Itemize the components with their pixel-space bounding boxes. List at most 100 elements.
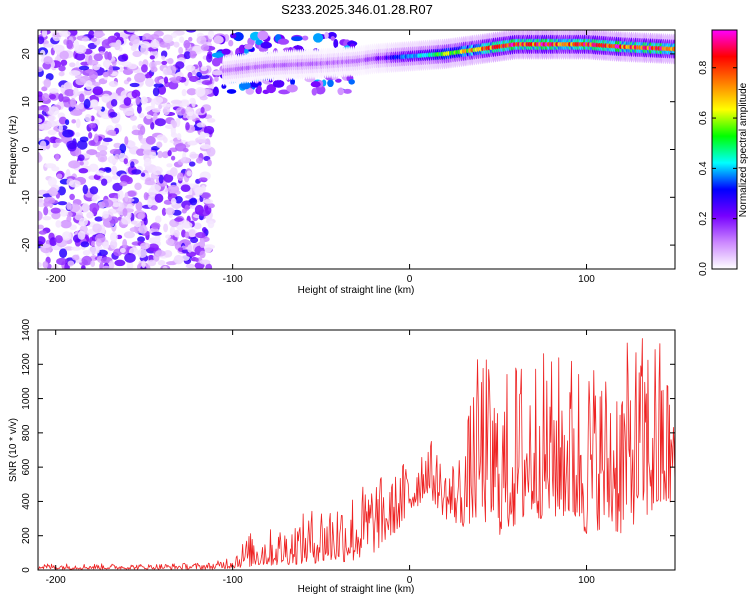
noise-blob bbox=[97, 154, 108, 163]
noise-blob bbox=[117, 54, 128, 62]
noise-blob bbox=[88, 30, 95, 40]
noise-blob bbox=[195, 231, 206, 239]
noise-blob bbox=[153, 112, 158, 119]
noise-blob bbox=[162, 265, 168, 269]
noise-blob bbox=[72, 254, 80, 261]
onset-blob bbox=[315, 85, 326, 95]
noise-blob bbox=[193, 222, 202, 230]
noise-blob bbox=[187, 244, 193, 253]
noise-blob bbox=[69, 62, 76, 68]
noise-blob bbox=[81, 202, 90, 213]
noise-blob bbox=[187, 140, 198, 146]
noise-blob bbox=[57, 201, 68, 206]
onset-blob bbox=[228, 39, 234, 47]
onset-blob bbox=[291, 36, 303, 42]
noise-blob bbox=[56, 173, 63, 179]
noise-blob bbox=[198, 209, 210, 217]
noise-blob bbox=[154, 193, 164, 203]
noise-blob bbox=[137, 248, 148, 258]
noise-blob bbox=[185, 30, 197, 33]
noise-blob bbox=[129, 82, 140, 88]
noise-blob bbox=[62, 129, 74, 138]
noise-blob bbox=[60, 209, 68, 217]
noise-blob bbox=[170, 132, 178, 138]
x-tick-label: -200 bbox=[46, 575, 66, 586]
noise-blob bbox=[90, 240, 96, 247]
noise-blob bbox=[149, 33, 160, 40]
noise-blob bbox=[140, 96, 148, 105]
y-tick-label: 200 bbox=[21, 527, 32, 544]
noise-blob bbox=[199, 250, 206, 259]
noise-blob bbox=[38, 66, 44, 73]
noise-blob bbox=[200, 144, 212, 150]
noise-blob bbox=[38, 118, 43, 124]
noise-blob bbox=[38, 224, 44, 230]
colorbar-gradient bbox=[711, 29, 738, 270]
noise-blob bbox=[116, 95, 123, 101]
noise-blob bbox=[170, 99, 183, 105]
noise-blob bbox=[206, 53, 213, 63]
noise-blob bbox=[135, 96, 141, 105]
noise-blob bbox=[86, 149, 98, 156]
noise-blob bbox=[183, 39, 191, 49]
noise-blob bbox=[141, 64, 148, 73]
noise-blob bbox=[145, 77, 155, 88]
noise-blob bbox=[66, 216, 72, 223]
noise-blob bbox=[201, 80, 213, 86]
noise-blob bbox=[150, 39, 160, 50]
noise-blob bbox=[130, 34, 140, 45]
y-tick-label: 0 bbox=[21, 567, 32, 573]
noise-blob bbox=[166, 42, 171, 50]
noise-blob bbox=[51, 166, 60, 172]
noise-blob bbox=[101, 199, 114, 208]
noise-blob bbox=[54, 235, 63, 244]
noise-blob bbox=[43, 78, 51, 88]
noise-blob bbox=[43, 106, 50, 113]
noise-blob bbox=[181, 89, 187, 97]
noise-blob bbox=[58, 124, 63, 133]
noise-blob bbox=[123, 97, 132, 106]
onset-blob bbox=[310, 81, 321, 88]
onset-blob bbox=[311, 87, 318, 96]
onset-blob bbox=[277, 38, 290, 45]
noise-blob bbox=[95, 170, 105, 176]
noise-blob bbox=[81, 265, 86, 269]
noise-blob bbox=[155, 250, 166, 257]
noise-blob bbox=[203, 244, 213, 253]
noise-blob bbox=[167, 57, 174, 65]
noise-blob bbox=[101, 93, 111, 103]
noise-blob bbox=[198, 177, 208, 183]
colorbar-tick-label: 0.6 bbox=[698, 111, 709, 125]
y-tick-label: 10 bbox=[21, 96, 32, 108]
noise-blob bbox=[78, 168, 89, 174]
noise-blob bbox=[122, 238, 128, 249]
noise-blob bbox=[207, 220, 215, 229]
snr-series-line bbox=[38, 338, 675, 570]
noise-blob bbox=[123, 158, 128, 165]
noise-blob bbox=[158, 174, 164, 184]
onset-blob bbox=[213, 35, 224, 44]
noise-blob bbox=[42, 215, 52, 221]
colorbar-tick-label: 0.2 bbox=[698, 211, 709, 225]
noise-blob bbox=[205, 263, 213, 269]
noise-blob bbox=[143, 157, 152, 167]
onset-blob bbox=[266, 83, 277, 94]
noise-blob bbox=[200, 106, 205, 114]
noise-blob bbox=[60, 59, 68, 66]
noise-blob bbox=[158, 104, 163, 110]
noise-blob bbox=[58, 71, 65, 77]
noise-blob bbox=[165, 261, 178, 266]
noise-blob bbox=[180, 219, 190, 226]
noise-blob bbox=[47, 177, 57, 187]
noise-blob bbox=[144, 180, 156, 186]
noise-blob bbox=[77, 103, 84, 110]
y-tick-label: 800 bbox=[21, 424, 32, 441]
noise-blob bbox=[124, 252, 136, 263]
noise-blob bbox=[102, 241, 110, 250]
noise-blob bbox=[165, 238, 175, 246]
spectrogram-ylabel: Frequency (Hz) bbox=[8, 116, 19, 185]
noise-blob bbox=[38, 236, 46, 245]
noise-blob bbox=[69, 193, 75, 201]
onset-blob bbox=[230, 33, 237, 39]
